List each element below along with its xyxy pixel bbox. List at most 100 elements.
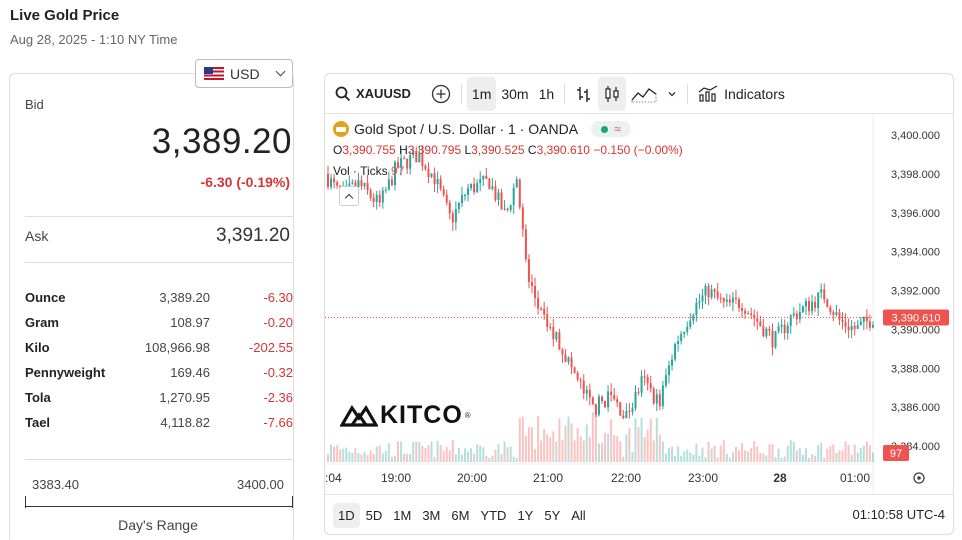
range-6m[interactable]: 6M <box>451 508 470 523</box>
y-tick-label: 3,396.000 <box>891 208 940 220</box>
candle-body <box>573 367 576 374</box>
divider <box>25 216 293 217</box>
volume-bar <box>433 457 436 462</box>
bar-style-button[interactable] <box>570 77 598 111</box>
open-label: O <box>333 143 343 157</box>
candle-body <box>619 402 622 416</box>
volume-bar <box>567 416 570 462</box>
unit-row-tael: Tael 4,118.82 -7.66 <box>25 415 293 440</box>
interval-30m[interactable]: 30m <box>501 85 529 102</box>
chart-clock: 01:10:58 UTC-4 <box>852 507 946 522</box>
candle-body <box>397 162 400 168</box>
candle-body <box>482 175 485 180</box>
volume-bar <box>841 450 844 462</box>
open-value: 3,390.755 <box>342 143 396 157</box>
range-1y[interactable]: 1Y <box>517 508 534 523</box>
candle-body <box>835 312 838 315</box>
volume-bar <box>646 429 649 462</box>
unit-name: Pennyweight <box>25 365 106 380</box>
candle-body <box>418 153 421 163</box>
range-1d[interactable]: 1D <box>333 503 360 528</box>
range-5d[interactable]: 5D <box>365 508 383 523</box>
candle-body <box>467 188 470 195</box>
candle-body <box>674 343 677 360</box>
range-5y[interactable]: 5Y <box>544 508 561 523</box>
volume-bar <box>862 445 865 462</box>
unit-change: -2.36 <box>263 390 293 405</box>
volume-bar <box>667 447 670 462</box>
compare-button[interactable] <box>426 77 456 111</box>
candle-body <box>725 299 728 302</box>
volume-bar <box>479 445 482 462</box>
volume-bar <box>445 446 448 462</box>
ohlc-legend: O3,390.755 H3,390.795 L3,390.525 C3,390.… <box>333 143 683 157</box>
volume-bar <box>360 454 363 462</box>
collapse-legend-button[interactable] <box>339 186 359 206</box>
candle-style-button[interactable] <box>598 76 627 111</box>
volume-bar <box>689 452 692 462</box>
range-ytd[interactable]: YTD <box>480 508 507 523</box>
candle-body <box>460 195 463 204</box>
volume-label: Vol · Ticks <box>333 164 388 178</box>
candle-body <box>330 178 333 187</box>
candle-body <box>683 331 686 334</box>
candle-body <box>808 301 811 312</box>
candle-body <box>667 365 670 376</box>
symbol-search[interactable]: XAUUSD <box>325 77 416 111</box>
volume-bar <box>430 441 433 462</box>
volume-bar <box>378 445 381 462</box>
low-value: 3,390.525 <box>471 143 525 157</box>
candle-body <box>801 306 804 312</box>
candle-body <box>607 391 610 408</box>
candle-body <box>552 326 555 340</box>
range-all[interactable]: All <box>571 508 586 523</box>
interval-1m[interactable]: 1m <box>466 76 497 111</box>
volume-bar <box>384 450 387 462</box>
candle-body <box>378 194 381 203</box>
y-tick-label: 3,392.000 <box>891 286 940 298</box>
chevron-down-icon <box>275 66 286 77</box>
volume-bar <box>543 429 546 462</box>
y-tick-label: 3,400.000 <box>891 130 940 142</box>
volume-bar <box>613 435 616 462</box>
volume-bar <box>439 444 442 462</box>
range-3m[interactable]: 3M <box>422 508 441 523</box>
candle-body <box>859 321 862 326</box>
volume-bar <box>561 440 564 462</box>
currency-select[interactable]: USD <box>195 59 293 88</box>
volume-bar <box>643 436 646 462</box>
candle-body <box>829 307 832 313</box>
volume-bar <box>674 455 677 462</box>
candle-body <box>415 150 418 163</box>
area-style-button[interactable] <box>626 77 662 111</box>
candle-body <box>637 391 640 393</box>
volume-bar <box>530 427 533 462</box>
bid-change: -6.30 (-0.19%) <box>200 174 290 190</box>
candle-body <box>400 158 403 168</box>
candle-body <box>750 313 753 315</box>
candle-body <box>865 316 868 322</box>
candle-body <box>741 308 744 311</box>
volume-bar <box>649 418 652 462</box>
interval-1h[interactable]: 1h <box>538 85 555 102</box>
candle-body <box>765 328 768 337</box>
candle-body <box>491 186 494 189</box>
volume-bar <box>357 453 360 462</box>
unit-name: Tola <box>25 390 51 405</box>
x-tick-label: 23:00 <box>688 471 718 485</box>
indicators-button[interactable]: Indicators <box>693 77 790 111</box>
volume-bar <box>853 444 856 462</box>
candle-body <box>549 326 552 328</box>
price-chart[interactable]: 3,400.000 3,398.000 3,396.000 3,394.000 3,39… <box>325 114 954 494</box>
indicators-icon <box>698 84 718 102</box>
style-dropdown[interactable] <box>662 77 682 111</box>
range-1m[interactable]: 1M <box>393 508 412 523</box>
candle-body <box>567 357 570 362</box>
volume-bar <box>741 442 744 462</box>
volume-bar <box>780 457 783 462</box>
volume-bar <box>369 450 372 462</box>
volume-bar <box>482 447 485 462</box>
candle-body <box>433 173 436 185</box>
unit-price: 169.46 <box>170 365 210 380</box>
volume-bar <box>664 453 667 462</box>
